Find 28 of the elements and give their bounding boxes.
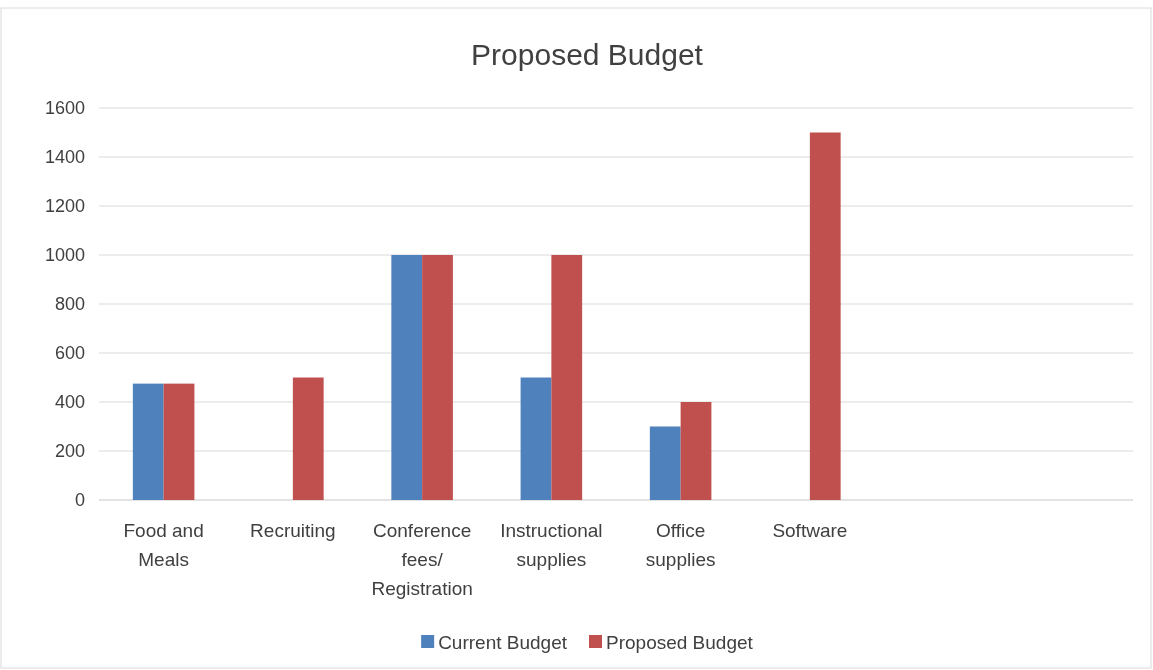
y-tick-label: 800 <box>54 294 85 315</box>
y-tick-label: 0 <box>74 490 85 511</box>
y-tick-label: 200 <box>54 441 85 462</box>
bar <box>292 377 324 500</box>
bar <box>520 377 552 500</box>
y-tick-label: 600 <box>54 343 85 364</box>
x-tick-label: Office supplies <box>645 520 716 570</box>
bar <box>649 426 681 500</box>
bar <box>391 255 423 500</box>
bar <box>132 383 164 500</box>
y-tick-label: 400 <box>54 392 85 413</box>
x-tick-label: Recruiting <box>250 520 336 541</box>
x-tick-label: Food and Meals <box>123 520 204 570</box>
x-tick-label: Software <box>772 520 848 541</box>
legend-label: Current Budget <box>438 631 568 653</box>
bar <box>163 383 195 500</box>
legend-label: Proposed Budget <box>606 631 754 653</box>
y-tick-label: 1200 <box>44 196 85 217</box>
y-tick-label: 1400 <box>44 147 85 168</box>
bar <box>809 132 841 500</box>
y-tick-label: 1000 <box>44 245 85 266</box>
x-tick-label: Instructional supplies <box>500 520 603 570</box>
y-tick-label: 1600 <box>44 98 85 119</box>
bar <box>680 402 712 500</box>
x-tick-label: Conference fees/ Registration <box>371 520 473 599</box>
chart-title: Proposed Budget <box>471 38 704 71</box>
bar <box>422 255 453 500</box>
bar <box>551 255 583 500</box>
